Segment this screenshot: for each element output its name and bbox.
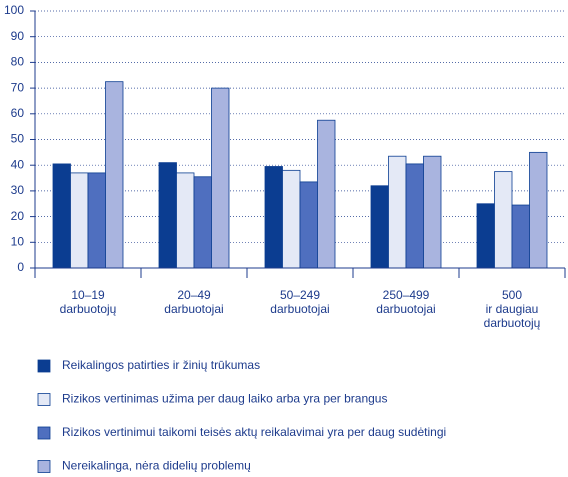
x-tick-label: 20–49	[177, 288, 211, 302]
bar	[282, 169, 301, 269]
legend-swatch	[37, 359, 51, 373]
x-tick-label: 500	[502, 288, 522, 302]
x-tick-label: darbuotojai	[270, 302, 329, 316]
x-tick-label: darbuotojai	[376, 302, 435, 316]
x-tick-label: 10–19	[71, 288, 105, 302]
legend-swatch	[37, 460, 51, 473]
x-tick-label: darbuotojų	[60, 302, 117, 316]
bar	[476, 203, 495, 269]
y-tick-label: 70	[11, 80, 25, 94]
x-tick-label: ir daugiau	[486, 302, 539, 316]
legend-label: Nereikalinga, nėra didelių problemų	[62, 459, 251, 473]
bar	[193, 176, 212, 269]
x-tick-label: darbuotojų	[484, 316, 541, 330]
bar	[211, 87, 230, 269]
y-tick-label: 100	[4, 3, 24, 17]
bar	[105, 81, 124, 269]
legend-label: Reikalingos patirties ir žinių trūkumas	[62, 358, 260, 372]
y-tick-label: 80	[11, 55, 25, 69]
legend-swatch	[37, 393, 51, 406]
bar	[494, 171, 513, 269]
bar	[388, 155, 407, 269]
bar	[529, 151, 548, 269]
bar	[299, 181, 318, 269]
y-tick-label: 60	[11, 106, 25, 120]
y-tick-label: 50	[11, 132, 25, 146]
bar	[264, 166, 283, 269]
legend-label: Rizikos vertinimui taikomi teisės aktų r…	[62, 425, 446, 439]
x-tick-label: 250–499	[383, 288, 430, 302]
bar	[87, 172, 106, 269]
y-tick-label: 90	[11, 29, 25, 43]
bar	[370, 185, 389, 269]
bar	[52, 163, 71, 269]
y-tick-label: 40	[11, 157, 25, 171]
bar	[176, 172, 195, 269]
legend-swatch	[37, 426, 51, 440]
x-tick-label: darbuotojai	[164, 302, 223, 316]
y-tick-label: 30	[11, 183, 25, 197]
bar	[423, 155, 442, 269]
bar	[405, 163, 424, 269]
y-tick-label: 0	[17, 260, 24, 274]
legend-label: Rizikos vertinimas užima per daug laiko …	[62, 392, 387, 406]
bar	[158, 162, 177, 269]
y-tick-label: 20	[11, 209, 25, 223]
y-tick-label: 10	[11, 234, 25, 248]
bar	[317, 119, 336, 269]
bar	[70, 172, 89, 269]
bar	[511, 204, 530, 269]
x-tick-label: 50–249	[280, 288, 320, 302]
